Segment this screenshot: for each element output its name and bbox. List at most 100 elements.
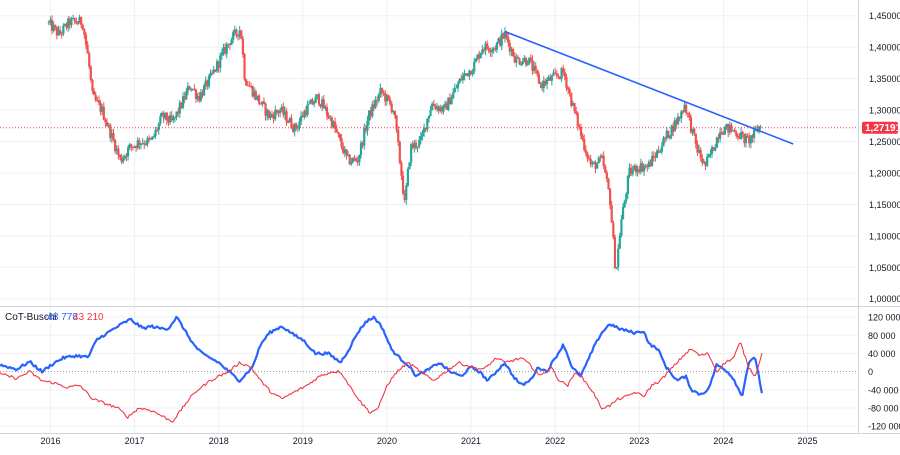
candle-body[interactable] (599, 157, 602, 159)
candle-body[interactable] (444, 103, 447, 106)
candle-body[interactable] (672, 125, 675, 132)
price-panel[interactable] (0, 14, 858, 271)
candle-body[interactable] (686, 112, 689, 114)
candle-body[interactable] (586, 153, 589, 159)
candle-body[interactable] (304, 110, 308, 115)
candle-body[interactable] (513, 56, 516, 63)
candle-body[interactable] (194, 89, 198, 99)
candle-body[interactable] (96, 100, 99, 102)
candle-body[interactable] (445, 103, 448, 110)
candle-body[interactable] (592, 162, 596, 164)
candle-body[interactable] (414, 142, 418, 148)
candle-body[interactable] (228, 43, 232, 45)
candle-body[interactable] (511, 49, 515, 57)
candle-body[interactable] (560, 68, 563, 79)
candle-body[interactable] (303, 110, 306, 118)
candle-body[interactable] (597, 157, 600, 164)
candle-body[interactable] (486, 43, 489, 49)
candle-body[interactable] (691, 128, 694, 133)
candle-body[interactable] (712, 147, 715, 151)
candle-body[interactable] (555, 73, 558, 76)
candle-body[interactable] (521, 61, 524, 65)
candle-body[interactable] (757, 126, 761, 132)
candle-body[interactable] (236, 34, 240, 37)
candle-body[interactable] (374, 99, 377, 108)
candle-body[interactable] (269, 113, 272, 118)
candle-body[interactable] (361, 142, 364, 146)
candle-body[interactable] (587, 158, 591, 160)
candle-body[interactable] (215, 61, 219, 72)
candle-body[interactable] (550, 75, 553, 81)
candle-body[interactable] (447, 97, 450, 110)
candle-body[interactable] (400, 162, 403, 176)
candle-body[interactable] (489, 51, 492, 53)
candle-body[interactable] (482, 49, 486, 51)
candle-body[interactable] (397, 129, 400, 143)
candle-body[interactable] (469, 70, 473, 75)
candle-body[interactable] (749, 135, 752, 144)
candle-body[interactable] (126, 147, 130, 157)
candle-body[interactable] (547, 77, 550, 81)
candle-body[interactable] (393, 111, 397, 116)
candle-body[interactable] (376, 99, 379, 101)
candle-body[interactable] (570, 93, 573, 106)
candle-body[interactable] (487, 48, 490, 52)
candle-body[interactable] (282, 106, 285, 115)
candle-body[interactable] (262, 101, 266, 104)
candle-body[interactable] (117, 148, 120, 155)
candle-body[interactable] (573, 102, 576, 112)
candle-body[interactable] (442, 105, 445, 112)
candle-body[interactable] (422, 127, 426, 133)
candle-body[interactable] (746, 135, 749, 138)
candle-body[interactable] (591, 162, 594, 165)
candle-body[interactable] (212, 69, 215, 73)
candle-body[interactable] (584, 149, 587, 154)
candle-body[interactable] (390, 103, 393, 112)
candle-body[interactable] (731, 129, 735, 131)
candle-body[interactable] (254, 91, 257, 100)
candle-body[interactable] (356, 161, 359, 163)
candle-body[interactable] (528, 57, 531, 65)
candle-body[interactable] (267, 110, 270, 118)
candle-body[interactable] (389, 99, 392, 104)
candle-body[interactable] (240, 30, 243, 39)
candle-body[interactable] (594, 162, 597, 169)
cot-series-blue[interactable] (0, 315, 763, 397)
candle-body[interactable] (704, 161, 707, 166)
candle-body[interactable] (683, 104, 686, 113)
candle-body[interactable] (646, 165, 649, 167)
candle-body[interactable] (552, 72, 555, 76)
candle-body[interactable] (719, 132, 722, 139)
candle-body[interactable] (581, 135, 584, 140)
candle-body[interactable] (385, 95, 388, 102)
candle-body[interactable] (314, 96, 317, 103)
candle-body[interactable] (257, 95, 261, 104)
candle-body[interactable] (633, 165, 636, 170)
candle-body[interactable] (710, 147, 714, 154)
candle-body[interactable] (630, 167, 633, 174)
candle-body[interactable] (109, 124, 112, 139)
candle-body[interactable] (238, 30, 241, 37)
candle-body[interactable] (706, 156, 709, 166)
candle-body[interactable] (49, 19, 52, 22)
candle-body[interactable] (285, 111, 288, 123)
candle-body[interactable] (476, 54, 479, 60)
candle-body[interactable] (670, 125, 673, 136)
candle-body[interactable] (169, 115, 172, 123)
candle-body[interactable] (63, 24, 67, 26)
candle-body[interactable] (277, 112, 280, 114)
candle-body[interactable] (474, 59, 477, 63)
candle-body[interactable] (579, 127, 583, 136)
candle-body[interactable] (351, 158, 355, 163)
candle-body[interactable] (743, 133, 746, 144)
candle-body[interactable] (146, 137, 149, 145)
candle-body[interactable] (151, 136, 154, 140)
candle-body[interactable] (75, 21, 78, 24)
candle-body[interactable] (154, 129, 157, 136)
candle-body[interactable] (642, 167, 646, 172)
candle-body[interactable] (617, 248, 620, 268)
candle-body[interactable] (97, 100, 101, 103)
candle-body[interactable] (536, 69, 539, 75)
candle-body[interactable] (379, 88, 382, 95)
candle-body[interactable] (453, 88, 456, 93)
